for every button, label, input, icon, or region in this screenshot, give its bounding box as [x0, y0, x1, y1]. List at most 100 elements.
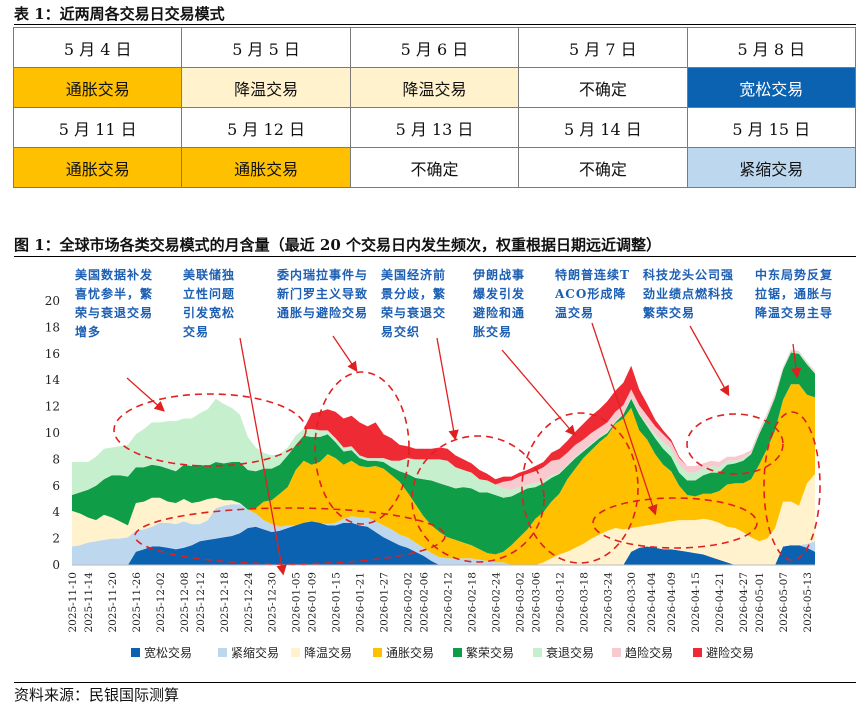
x-tick-label: 2026-01-27 [379, 572, 391, 633]
annotation-arrow [501, 349, 576, 436]
highlight-ellipse [113, 393, 307, 467]
date-cell: 5 月 5 日 [181, 27, 351, 68]
annotation-arrow [689, 325, 730, 397]
x-tick-label: 2026-03-06 [530, 572, 542, 633]
x-tick-label: 2026-01-09 [307, 572, 319, 633]
legend-swatch [291, 648, 300, 657]
annotation-arrow [126, 377, 165, 412]
x-tick-label: 2026-04-27 [738, 572, 750, 633]
legend-label: 趋险交易 [625, 645, 673, 660]
x-tick-label: 2026-05-13 [802, 572, 814, 633]
x-tick-label: 2026-02-02 [403, 572, 415, 633]
mode-cell: 不确定 [518, 147, 688, 188]
x-tick-label: 2026-03-12 [554, 572, 566, 633]
annotation-text: 中东局势反复拉锯，通胀与降温交易主导 [755, 268, 834, 320]
x-tick-label: 2026-02-24 [490, 572, 502, 633]
area-series-2 [72, 473, 815, 565]
y-tick-label: 4 [52, 505, 60, 519]
x-tick-label: 2026-04-04 [646, 572, 658, 633]
annotation-label: 美国数据补发喜忧参半，繁荣与衰退交易增多 [75, 268, 153, 339]
area-series-1 [72, 504, 815, 565]
y-axis: 0 2 4 6 8 10 12 14 16 18 20 [45, 294, 61, 572]
x-tick-label: 2026-01-21 [355, 572, 367, 633]
annotation-label: 伊朗战事爆发引发避险和通胀交易 [473, 268, 526, 339]
mode-cell: 降温交易 [349, 67, 520, 108]
annotation-text: 伊朗战事爆发引发避险和通胀交易 [473, 268, 526, 339]
date-cell: 5 月 4 日 [12, 27, 183, 68]
legend-swatch [218, 648, 227, 657]
y-tick-label: 20 [45, 294, 60, 308]
x-tick-label: 2025-11-26 [131, 572, 143, 633]
highlight-marks [113, 322, 821, 576]
y-tick-label: 12 [45, 400, 60, 414]
date-cell: 5 月 14 日 [518, 107, 688, 148]
legend: 宽松交易 紧缩交易 降温交易 通胀交易 繁荣交易 衰退交易 趋险交易 避险交易 [131, 645, 754, 660]
legend-label: 衰退交易 [546, 645, 594, 660]
x-tick-label: 2026-01-15 [331, 572, 343, 633]
legend-label: 繁荣交易 [466, 645, 514, 660]
x-tick-label: 2025-12-12 [195, 572, 207, 633]
legend-swatch [612, 648, 621, 657]
legend-swatch [533, 648, 542, 657]
date-cell: 5 月 8 日 [686, 27, 857, 68]
x-tick-label: 2026-03-18 [578, 572, 590, 633]
mode-cell: 通胀交易 [12, 67, 183, 108]
x-tick-label: 2025-11-20 [107, 572, 119, 633]
date-cell: 5 月 12 日 [181, 107, 351, 148]
y-tick-label: 18 [45, 320, 60, 334]
annotation-label: 科技龙头公司强劲业绩点燃科技繁荣交易 [643, 268, 735, 320]
highlight-ellipse [411, 435, 545, 563]
x-tick-label: 2025-12-18 [219, 572, 231, 633]
date-cell: 5 月 11 日 [12, 107, 183, 148]
y-tick-label: 14 [45, 373, 61, 387]
annotation-label: 中东局势反复拉锯，通胀与降温交易主导 [755, 268, 834, 320]
annotation-label: 美国经济前景分歧，繁荣与衰退交易交织 [381, 268, 447, 339]
highlight-ellipse [314, 371, 410, 525]
legend-label: 降温交易 [304, 645, 352, 660]
date-cell: 5 月 15 日 [686, 107, 857, 148]
figure-top-rule [14, 256, 856, 257]
mode-cell: 宽松交易 [686, 67, 857, 108]
x-tick-label: 2026-04-21 [714, 572, 726, 633]
x-tick-label: 2025-11-14 [83, 572, 95, 633]
mode-cell: 通胀交易 [12, 147, 183, 188]
legend-label: 避险交易 [706, 645, 754, 660]
x-tick-label: 2025-11-10 [67, 572, 79, 633]
annotation-arrow [436, 337, 459, 441]
figure-caption: 图 1：全球市场各类交易模式的月含量（最近 20 个交易日内发生频次，权重根据日… [14, 236, 661, 254]
source-note: 资料来源：民银国际测算 [14, 686, 180, 704]
highlight-ellipse [521, 412, 639, 564]
date-cell: 5 月 7 日 [518, 27, 688, 68]
annotation-text: 科技龙头公司强劲业绩点燃科技繁荣交易 [643, 268, 735, 320]
legend-swatch [131, 648, 140, 657]
mode-cell: 不确定 [349, 147, 520, 188]
highlight-ellipse [592, 497, 758, 549]
x-tick-label: 2026-02-18 [466, 572, 478, 633]
y-tick-label: 6 [52, 479, 60, 493]
mode-cell: 不确定 [518, 67, 688, 108]
area-series-3 [72, 384, 815, 565]
mode-cell: 降温交易 [181, 67, 351, 108]
area-series-7 [72, 349, 815, 485]
x-tick-label: 2026-03-24 [602, 572, 614, 633]
figure-bottom-rule [14, 682, 856, 683]
x-tick-label: 2025-12-08 [179, 572, 191, 633]
annotation-arrow [332, 335, 358, 373]
x-axis: 2025-11-10 2025-11-14 2025-11-20 2025-11-26… [67, 572, 814, 633]
y-tick-label: 16 [45, 347, 60, 361]
annotation-arrow [239, 337, 287, 576]
legend-label: 紧缩交易 [231, 645, 279, 660]
annotation-arrow [591, 322, 658, 516]
x-tick-label: 2025-12-24 [243, 572, 255, 633]
legend-swatch [373, 648, 382, 657]
highlight-ellipse [763, 411, 821, 561]
legend-swatch [693, 648, 702, 657]
y-tick-label: 10 [45, 426, 60, 440]
x-tick-label: 2026-03-02 [514, 572, 526, 633]
mode-cell: 紧缩交易 [686, 147, 857, 188]
legend-label: 通胀交易 [386, 645, 434, 660]
annotation-text: 委内瑞拉事件与新门罗主义导致通胀与避险交易 [277, 268, 367, 320]
date-cell: 5 月 6 日 [349, 27, 520, 68]
highlight-ellipse [134, 507, 446, 565]
